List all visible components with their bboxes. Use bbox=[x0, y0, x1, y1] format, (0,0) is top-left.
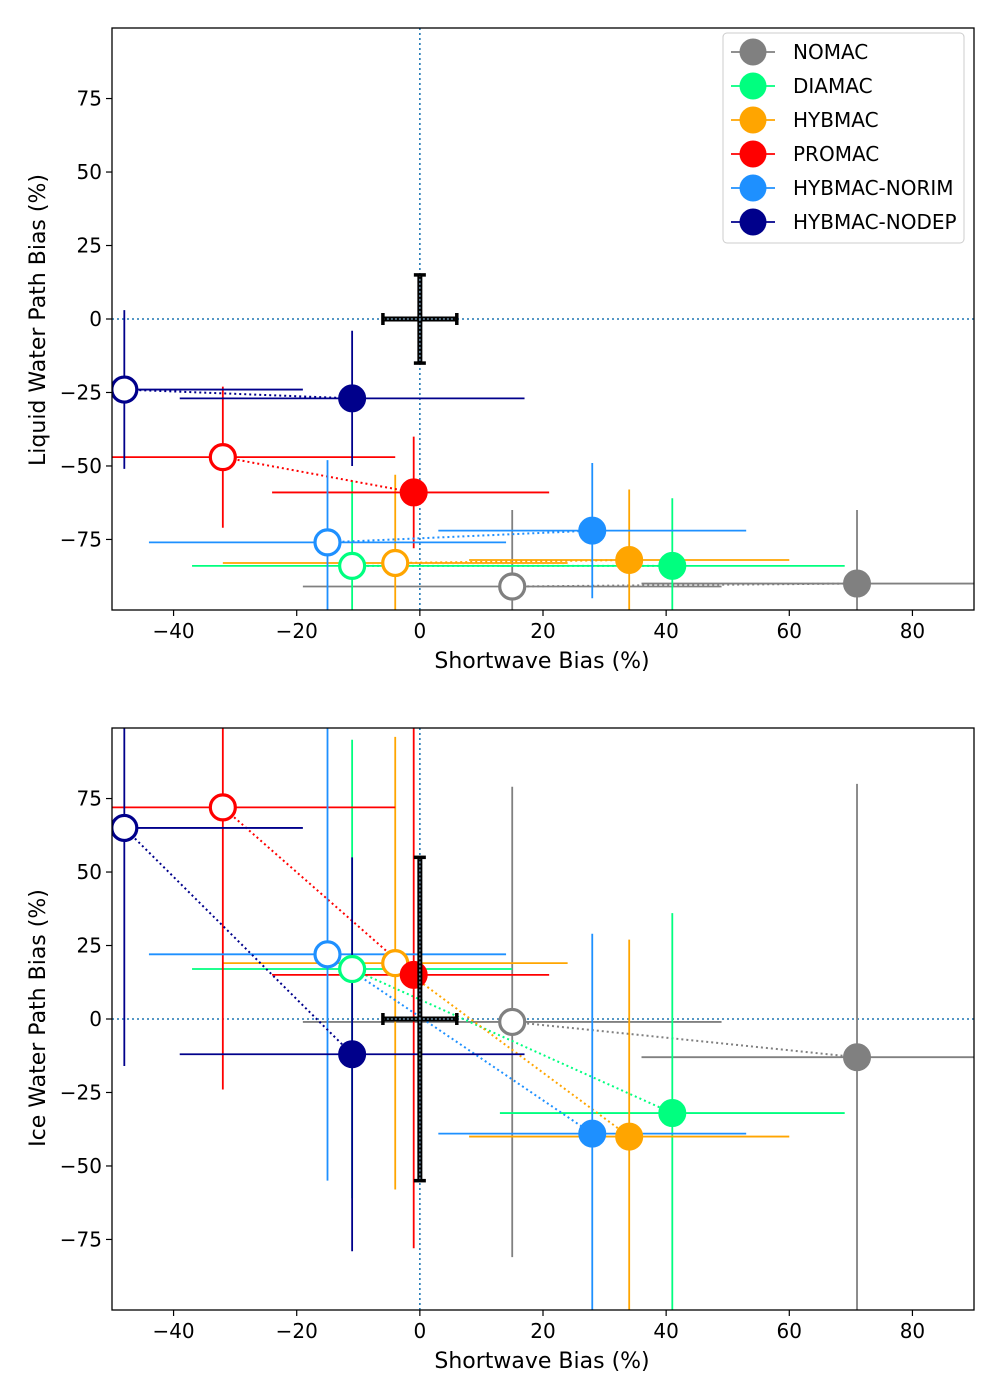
legend-entry-diamac: DIAMAC bbox=[793, 74, 873, 98]
panel-1-y-axis-label: Liquid Water Path Bias (%) bbox=[26, 174, 51, 466]
panel-2-promac-filled-marker bbox=[399, 960, 428, 989]
panel-2-y-tick-label: −75 bbox=[60, 1227, 102, 1251]
panel-1-y-tick-label: 50 bbox=[77, 160, 102, 184]
legend-entry-hybmac: HYBMAC bbox=[793, 108, 879, 132]
panel-1-y-tick-label: −25 bbox=[60, 380, 102, 404]
panel-2-x-tick-label: 60 bbox=[777, 1319, 802, 1343]
panel-2-y-tick-label: 0 bbox=[89, 1007, 102, 1031]
panel-1-series-hybmac-norim bbox=[148, 460, 747, 610]
panel-1-series-promac bbox=[112, 386, 550, 549]
panel-2-x-tick-label: 40 bbox=[653, 1319, 678, 1343]
panel-2-series-hybmac-nodep bbox=[112, 728, 525, 1252]
panel-2-series-nomac bbox=[302, 783, 974, 1310]
legend-entry-hybmac-nodep: HYBMAC-NODEP bbox=[793, 210, 957, 234]
panel-1-observation bbox=[381, 273, 459, 365]
panel-2-series-hybmac-norim bbox=[148, 728, 747, 1310]
panel-1-hybmac-norim-open-marker bbox=[313, 528, 342, 557]
panel-1-diamac-open-marker bbox=[338, 551, 367, 581]
panel-2-y-tick-label: 75 bbox=[77, 787, 102, 811]
panel-1-hybmac-nodep-filled-marker bbox=[338, 384, 367, 413]
panel-2-plot-area bbox=[112, 728, 974, 1310]
legend-entry-hybmac-norim: HYBMAC-NORIM bbox=[793, 176, 954, 200]
panel-1-x-tick-label: 80 bbox=[900, 619, 925, 643]
panel-1-diamac-filled-marker bbox=[658, 551, 687, 580]
panel-1-promac-filled-marker bbox=[399, 478, 428, 507]
panel-1-promac-connector bbox=[222, 456, 414, 494]
legend-entry-promac: PROMAC bbox=[793, 142, 879, 166]
legend-marker-hybmac bbox=[739, 106, 767, 134]
panel-1-hybmac-nodep-open-marker bbox=[112, 375, 139, 404]
panel-2-nomac-filled-marker bbox=[843, 1043, 872, 1072]
panel-2-y-tick-label: 25 bbox=[77, 934, 102, 958]
panel-1-legend-box bbox=[722, 32, 965, 244]
panel-ice-water-path: Shortwave Bias (%) Ice Water Path Bias (… bbox=[26, 727, 975, 1374]
panel-2-y-axis-label: Ice Water Path Bias (%) bbox=[26, 889, 51, 1147]
panel-1-y-tick-label: 25 bbox=[77, 234, 102, 258]
panel-1-plot-area bbox=[112, 28, 974, 610]
legend-entry-nomac: NOMAC bbox=[793, 40, 868, 64]
panel-2-observation bbox=[381, 855, 459, 1183]
panel-2-y-tick-label: 50 bbox=[77, 860, 102, 884]
panel-1-y-tick-label: −75 bbox=[60, 527, 102, 551]
panel-2-hybmac-norim-connector bbox=[326, 953, 593, 1135]
panel-1-nomac-filled-marker bbox=[843, 569, 872, 598]
panel-2-y-tick-label: −25 bbox=[60, 1080, 102, 1104]
panel-2-hybmac-nodep-connector bbox=[123, 827, 353, 1055]
panel-2-hybmac-filled-marker bbox=[615, 1122, 644, 1151]
panel-1-hybmac-open-marker bbox=[381, 548, 410, 578]
panel-2-nomac-connector bbox=[512, 1020, 858, 1059]
panel-1-hybmac-nodep-connector bbox=[124, 388, 353, 400]
panel-2-x-tick-label: 0 bbox=[413, 1319, 426, 1343]
panel-liquid-water-path: Shortwave Bias (%) Liquid Water Path Bia… bbox=[26, 27, 975, 674]
panel-1-y-tick-label: −50 bbox=[60, 454, 102, 478]
panel-1-y-tick-label: 75 bbox=[77, 87, 102, 111]
panel-2-series-hybmac bbox=[222, 736, 790, 1310]
panel-2-x-tick-label: −40 bbox=[152, 1319, 194, 1343]
panel-2-x-axis-label: Shortwave Bias (%) bbox=[434, 1349, 649, 1374]
panel-2-diamac-connector bbox=[351, 968, 673, 1114]
panel-1-hybmac-filled-marker bbox=[615, 546, 644, 575]
legend-marker-hybmac-norim bbox=[739, 174, 767, 202]
panel-2-diamac-filled-marker bbox=[658, 1099, 687, 1128]
panel-2-nomac-open-marker bbox=[498, 1007, 527, 1037]
panel-1-hybmac-norim-filled-marker bbox=[578, 516, 607, 545]
legend-marker-hybmac-nodep bbox=[739, 208, 767, 236]
panel-2-x-tick-label: −20 bbox=[276, 1319, 318, 1343]
panel-2-diamac-open-marker bbox=[338, 954, 367, 984]
legend-marker-promac bbox=[739, 140, 767, 168]
panel-1-x-tick-label: 0 bbox=[413, 619, 426, 643]
legend-marker-diamac bbox=[739, 72, 767, 100]
panel-2-hybmac-nodep-filled-marker bbox=[338, 1040, 367, 1069]
panel-2-y-tick-label: −50 bbox=[60, 1154, 102, 1178]
panel-1-x-tick-label: 40 bbox=[653, 619, 678, 643]
legend-marker-nomac bbox=[739, 38, 767, 66]
panel-1-y-tick-label: 0 bbox=[89, 307, 102, 331]
panel-2-x-tick-label: 80 bbox=[900, 1319, 925, 1343]
panel-1-nomac-open-marker bbox=[498, 572, 527, 601]
panel-1-x-tick-label: −20 bbox=[276, 619, 318, 643]
panel-1-series-nomac bbox=[302, 510, 974, 610]
panel-2-hybmac-norim-open-marker bbox=[313, 940, 342, 969]
panel-1-hybmac-connector bbox=[395, 559, 630, 564]
panel-2-hybmac-nodep-open-marker bbox=[112, 813, 139, 843]
panel-2-x-tick-label: 20 bbox=[530, 1319, 555, 1343]
panel-1-legend: NOMAC DIAMAC HYBMAC PROMAC HYBMAC-NORIM HYBMA… bbox=[722, 32, 965, 244]
panel-2-hybmac-norim-filled-marker bbox=[578, 1119, 607, 1148]
panel-1-promac-open-marker bbox=[208, 443, 237, 472]
panel-1-hybmac-norim-connector bbox=[327, 529, 593, 544]
panel-2-promac-open-marker bbox=[208, 793, 237, 822]
panel-2-hybmac-connector bbox=[394, 962, 630, 1138]
panel-1-x-tick-label: 20 bbox=[530, 619, 555, 643]
panel-1-x-tick-label: −40 bbox=[152, 619, 194, 643]
panel-2-promac-connector bbox=[222, 806, 415, 976]
panel-1-x-tick-label: 60 bbox=[777, 619, 802, 643]
panel-1-x-axis-label: Shortwave Bias (%) bbox=[434, 649, 649, 674]
